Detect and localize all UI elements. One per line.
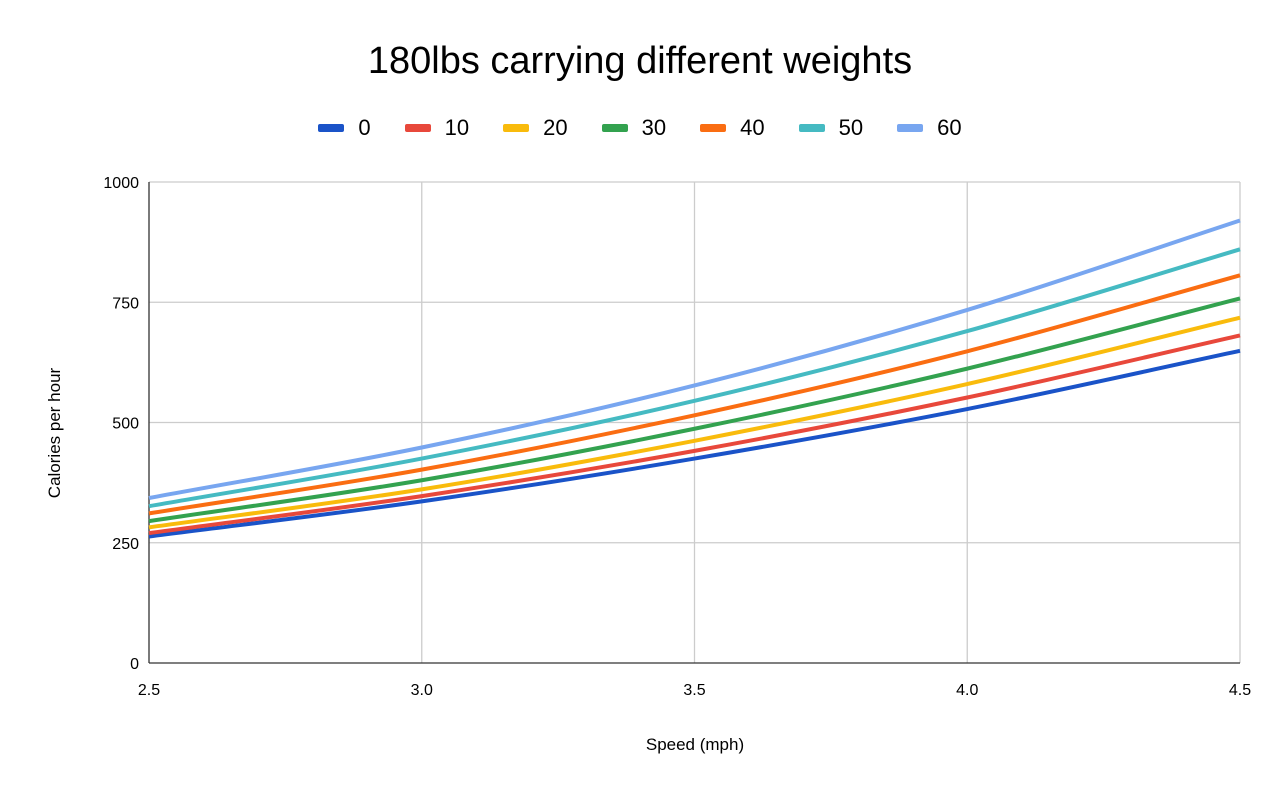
- legend-item-40: 40: [700, 115, 765, 141]
- series-line-50: [148, 247, 1241, 509]
- series-line-60: [148, 218, 1241, 500]
- legend-swatch: [601, 124, 628, 132]
- y-tick-label: 0: [130, 656, 139, 673]
- series-line-20: [148, 315, 1241, 530]
- series-line-30: [148, 296, 1241, 524]
- y-axis-title: Calories per hour: [45, 367, 64, 498]
- legend-item-0: 0: [318, 115, 371, 141]
- x-tick-label: 4.0: [956, 682, 978, 699]
- legend-label: 40: [740, 115, 765, 140]
- y-tick-label: 250: [112, 536, 139, 553]
- series-line-10: [148, 333, 1241, 536]
- series-line-40: [148, 273, 1241, 516]
- x-tick-label: 3.5: [683, 682, 705, 699]
- legend-label: 30: [641, 115, 667, 140]
- chart-title: 180lbs carrying different weights: [367, 40, 913, 82]
- legend-label: 50: [838, 115, 864, 140]
- legend-swatch: [798, 124, 825, 132]
- series-line-0: [148, 348, 1241, 539]
- y-tick-label: 1000: [103, 175, 139, 192]
- legend-item-20: 20: [503, 115, 568, 141]
- legend-label: 0: [358, 115, 371, 140]
- x-tick-label: 2.5: [138, 682, 160, 699]
- grid: [149, 181, 1241, 663]
- legend-item-10: 10: [404, 115, 470, 141]
- series-lines: [148, 218, 1241, 539]
- x-tick-label: 4.5: [1229, 682, 1251, 699]
- axes: [148, 182, 1240, 664]
- legend-swatch: [503, 124, 530, 132]
- x-axis-title: Speed (mph): [646, 735, 744, 754]
- y-tick-label: 750: [112, 295, 139, 312]
- legend-item-50: 50: [798, 115, 864, 141]
- legend-item-60: 60: [897, 115, 962, 141]
- legend-item-30: 30: [601, 115, 667, 141]
- legend-label: 60: [937, 115, 962, 140]
- y-tick-label: 500: [112, 416, 139, 433]
- legend-label: 10: [444, 115, 470, 140]
- legend-swatch: [404, 124, 431, 132]
- legend: 0 10 20 30 40 50 60: [0, 114, 1280, 142]
- legend-label: 20: [543, 115, 568, 140]
- tick-labels: 0 250 500 750 1000 2.5 3.0 3.5 4.0 4.5: [103, 175, 1251, 699]
- legend-swatch: [897, 124, 924, 132]
- legend-swatch: [700, 124, 727, 132]
- x-tick-label: 3.0: [411, 682, 433, 699]
- legend-swatch: [318, 124, 345, 132]
